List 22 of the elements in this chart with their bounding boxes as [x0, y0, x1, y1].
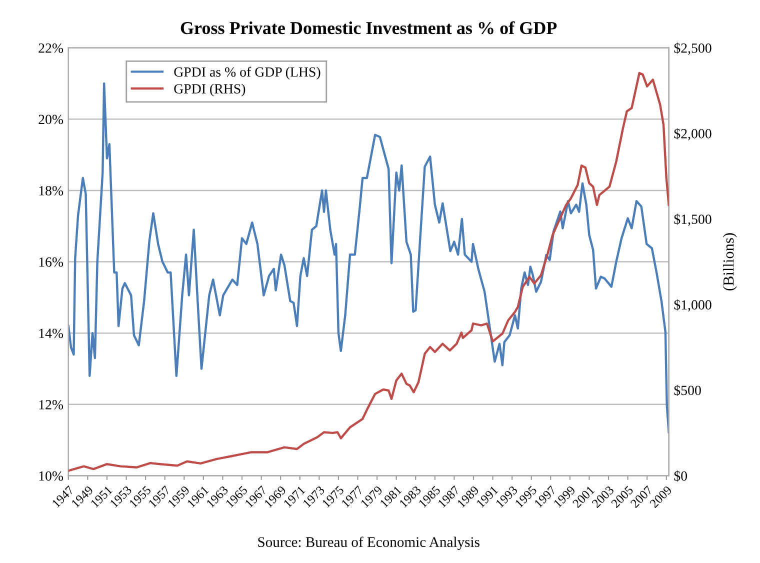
y2-tick-label: $500	[674, 384, 701, 396]
legend-label: GPDI (RHS)	[174, 84, 246, 96]
y2-tick-label: $1,000	[674, 299, 712, 312]
y-tick-label: 22%	[38, 43, 64, 53]
y2-axis-title: (Billions)	[722, 233, 737, 290]
y2-tick-label: $2,000	[674, 128, 712, 140]
legend-label: GPDI as % of GDP (LHS)	[174, 66, 320, 80]
y2-tick-label: $0	[674, 470, 688, 482]
x-tick-label: 1953	[110, 485, 132, 508]
y-tick-label: 10%	[39, 471, 64, 481]
y-tick-label: 12%	[39, 400, 64, 410]
y-tick-label: 18%	[39, 186, 64, 196]
y2-tick-label: $1,500	[674, 214, 712, 226]
y2-tick-label: $2,500	[674, 42, 712, 55]
x-tick-label: 1991	[476, 486, 498, 508]
x-tick-label: 1971	[283, 486, 306, 508]
y-tick-label: 14%	[39, 328, 64, 338]
y-tick-label: 16%	[39, 257, 64, 267]
chart-title: Gross Private Domestic Investment as % of GDP	[180, 21, 557, 34]
x-tick-label: 1961	[186, 486, 210, 508]
source-note: Source: Bureau of Economic Analysis	[258, 536, 480, 550]
y-tick-label: 20%	[38, 114, 64, 124]
